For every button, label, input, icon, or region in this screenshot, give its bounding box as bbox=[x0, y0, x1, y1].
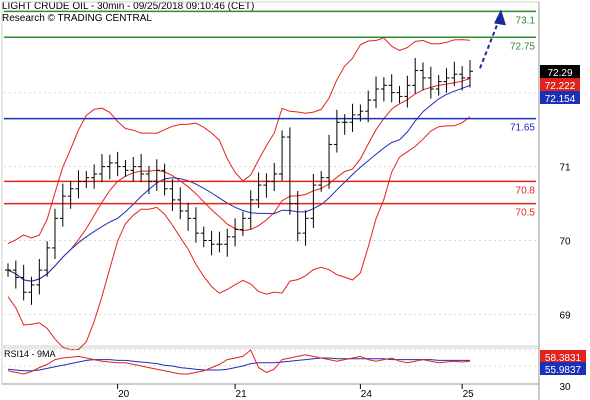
level-label: 70.5 bbox=[516, 208, 536, 219]
time-tick-label: 20 bbox=[118, 389, 130, 400]
level-label: 71.65 bbox=[510, 123, 535, 134]
price-badge bbox=[540, 65, 580, 78]
rsi-badge bbox=[540, 350, 586, 363]
price-badge-label: 72.222 bbox=[545, 81, 576, 92]
rsi-ma-line bbox=[7, 357, 470, 372]
chart-copyright: Research © TRADING CENTRAL bbox=[2, 13, 152, 24]
rsi-badge-label: 58.3831 bbox=[545, 353, 582, 364]
level-label: 70.8 bbox=[516, 185, 536, 196]
price-badge-label: 72.29 bbox=[547, 68, 572, 79]
lower-band bbox=[7, 116, 471, 351]
rsi-tick-label: 30 bbox=[559, 382, 571, 393]
price-tick-label: 71 bbox=[559, 163, 571, 174]
projection-arrow-head bbox=[494, 9, 506, 26]
moving-average-line bbox=[7, 84, 471, 282]
price-badge-label: 72.154 bbox=[545, 94, 576, 105]
time-tick-label: 24 bbox=[361, 389, 373, 400]
chart-title: LIGHT CRUDE OIL - 30min - 09/25/2018 09:… bbox=[2, 1, 255, 12]
rsi-badge-label: 55.9837 bbox=[545, 365, 582, 376]
time-tick-label: 21 bbox=[236, 389, 248, 400]
rsi-badge bbox=[540, 362, 586, 375]
middle-band bbox=[7, 77, 471, 282]
rsi-line bbox=[7, 349, 471, 375]
time-tick-label: 25 bbox=[463, 389, 475, 400]
projection-arrow-line bbox=[479, 17, 501, 69]
price-badge bbox=[540, 91, 580, 104]
level-label: 73.1 bbox=[516, 15, 536, 26]
level-label: 72.75 bbox=[510, 41, 535, 52]
price-plot-area bbox=[1, 1, 540, 347]
price-badge bbox=[540, 78, 580, 91]
price-tick-label: 70 bbox=[559, 237, 571, 248]
upper-band bbox=[7, 37, 471, 244]
price-tick-label: 69 bbox=[559, 310, 571, 321]
rsi-label: RSI14 - 9MA bbox=[4, 349, 56, 359]
